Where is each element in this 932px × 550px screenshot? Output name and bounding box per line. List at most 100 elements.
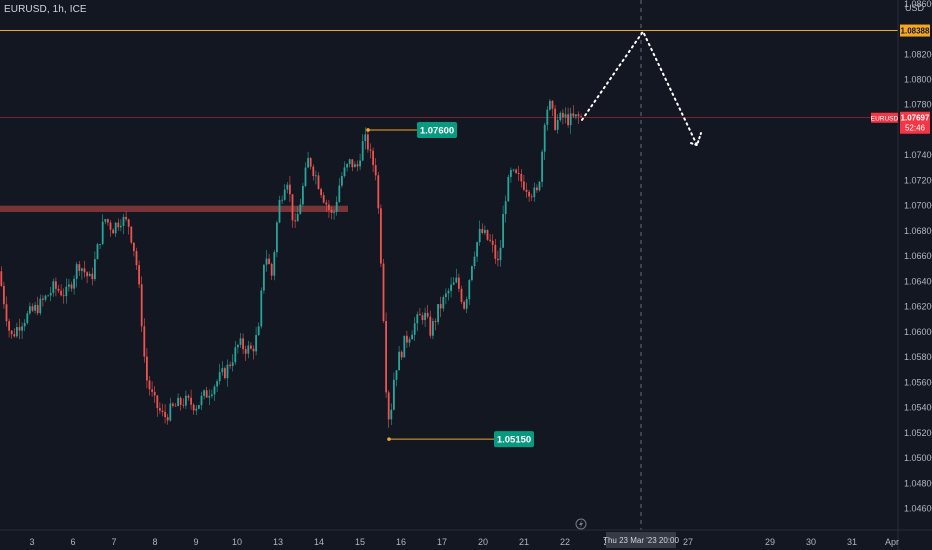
candle-body	[432, 321, 434, 336]
interval-label: 1h	[52, 4, 64, 15]
candle-body	[312, 166, 315, 177]
candle-body	[213, 386, 216, 395]
countdown-text: 52:46	[905, 124, 926, 133]
lightning-bolt	[579, 520, 583, 528]
candle-body	[161, 410, 164, 412]
candle-body	[476, 242, 478, 257]
price-tick-label: 1.08200	[904, 49, 932, 59]
candle-body	[302, 185, 304, 205]
candle-body	[143, 326, 146, 357]
candle-body	[361, 141, 364, 161]
candle-body	[442, 297, 445, 309]
candle-body	[289, 184, 291, 195]
candle-body	[507, 176, 510, 202]
candle-body	[517, 173, 520, 174]
candle-body	[450, 284, 452, 291]
candle-body	[411, 334, 413, 340]
candle-body	[57, 288, 60, 291]
candle-body	[538, 181, 541, 191]
candle-body	[29, 306, 31, 314]
low-marker-dot	[387, 437, 391, 441]
candle-body	[400, 351, 403, 358]
candle-body	[125, 216, 127, 220]
crosshair-time-tag: Thu 23 Mar '23 20:00	[603, 532, 679, 548]
time-tick-label: 20	[478, 537, 488, 547]
candle-body	[484, 230, 486, 233]
candle-body	[185, 395, 187, 406]
candle-body	[169, 403, 172, 421]
time-tick-label: 27	[683, 537, 693, 547]
price-tick-label: 1.07800	[904, 100, 932, 110]
time-tick-label: 30	[806, 537, 816, 547]
candle-body	[13, 334, 16, 337]
candle-body	[291, 194, 294, 221]
candle-body	[369, 149, 372, 151]
candle-body	[328, 204, 330, 210]
candle-body	[34, 304, 36, 311]
candle-body	[216, 381, 218, 387]
candle-body	[130, 226, 133, 243]
candle-body	[112, 229, 114, 234]
candle-body	[421, 315, 424, 321]
candle-body	[567, 114, 569, 126]
candle-body	[525, 189, 528, 192]
candle-body	[247, 345, 250, 354]
price-tick-label: 1.07000	[904, 201, 932, 211]
candle-body	[81, 268, 83, 271]
candle-body	[117, 222, 120, 228]
price-tag-text: 1.07697	[901, 114, 930, 123]
candle-body	[562, 112, 564, 118]
candle-body	[395, 370, 398, 380]
candle-body	[424, 312, 426, 321]
candle-body	[179, 397, 182, 405]
candle-body	[471, 266, 473, 281]
candle-body	[159, 408, 161, 411]
price-tick-label: 1.08000	[904, 75, 932, 85]
candle-body	[244, 349, 247, 354]
time-tick-label: 31	[847, 537, 857, 547]
time-tick-label: 13	[273, 537, 283, 547]
candle-body	[320, 188, 322, 196]
candle-body	[549, 100, 551, 110]
plot-area[interactable]	[0, 0, 898, 530]
candle-body	[73, 278, 75, 289]
time-tick-label: 14	[314, 537, 324, 547]
candle-body	[120, 225, 122, 228]
ticker-tag-bg	[871, 112, 898, 123]
candle-body	[91, 273, 94, 280]
candle-body	[447, 290, 450, 294]
candle-body	[478, 228, 481, 243]
candle-body	[260, 290, 263, 327]
candle-body	[221, 368, 224, 373]
candle-body	[315, 175, 317, 177]
candle-body	[286, 184, 289, 190]
candle-body	[406, 335, 408, 343]
candle-body	[515, 169, 517, 174]
candle-body	[387, 392, 390, 420]
candle-body	[200, 395, 203, 406]
candle-body	[164, 411, 166, 418]
candle-body	[523, 181, 525, 190]
candle-body	[510, 169, 512, 177]
price-tick-label: 1.06200	[904, 302, 932, 312]
candle-body	[156, 395, 159, 409]
candle-body	[351, 159, 354, 168]
candle-body	[23, 322, 26, 327]
candle-body	[382, 263, 385, 322]
candle-body	[208, 395, 211, 398]
candle-body	[299, 204, 302, 215]
candle-body	[148, 380, 151, 390]
projection-arrowhead	[690, 132, 702, 147]
candle-body	[239, 338, 242, 345]
level-tag-bg	[900, 24, 930, 37]
candle-body	[364, 134, 367, 142]
candle-body	[65, 286, 68, 297]
candle-body	[556, 120, 559, 130]
time-axis[interactable]: 36789101314151617202122227293031Apr	[29, 537, 899, 547]
candle-body	[26, 313, 29, 323]
time-tick-label: 10	[232, 537, 242, 547]
candle-body	[390, 409, 393, 420]
